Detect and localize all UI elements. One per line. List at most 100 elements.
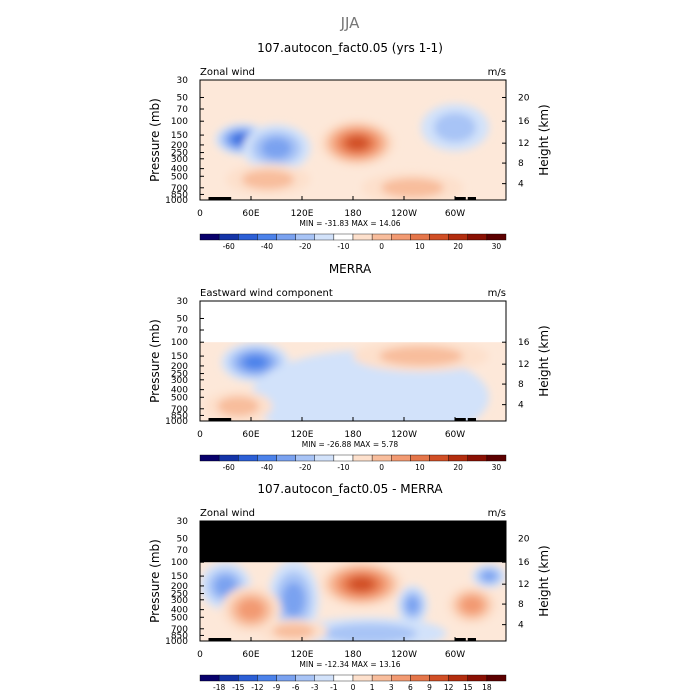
colorbar-swatch — [218, 454, 239, 462]
colorbar-swatch — [295, 233, 315, 241]
colorbar-swatch — [257, 674, 277, 682]
colorbar-swatch — [448, 233, 468, 241]
colorbar-swatch — [371, 454, 392, 462]
colorbar-swatch — [429, 674, 449, 682]
topography-mark — [467, 418, 476, 421]
colorbar: -60 -40 -20 -10 0 10 20 30 — [199, 233, 507, 251]
y-tick-label: 400 — [171, 606, 188, 616]
colorbar-label: -6 — [292, 683, 300, 692]
colorbar-label: -20 — [299, 463, 311, 472]
y-tick-label: 1000 — [165, 637, 188, 647]
colorbar-label: -60 — [223, 242, 235, 251]
y-tick-label: 300 — [171, 376, 188, 386]
colorbar-swatch — [429, 454, 449, 462]
colorbar-swatch — [295, 454, 315, 462]
colorbar-swatch — [218, 233, 239, 241]
x-tick-label: 0 — [197, 209, 203, 219]
y-axis-right: 16 12 8 4 — [502, 338, 530, 411]
panel-subtitle-right: m/s — [488, 288, 506, 299]
y-tick-label: 30 — [177, 297, 189, 307]
colorbar-swatch — [238, 233, 258, 241]
panel-subtitle-right: m/s — [488, 67, 506, 78]
y-tick-label: 500 — [171, 172, 188, 182]
colorbar-swatch — [314, 674, 335, 682]
topography-mark — [218, 197, 232, 200]
y-tick-label: 250 — [171, 590, 188, 600]
colorbar-swatch — [276, 233, 296, 241]
colorbar-swatch — [410, 233, 430, 241]
masked-region — [200, 301, 506, 343]
y-tick-label: 150 — [171, 131, 188, 141]
y-tick-label: 100 — [171, 117, 188, 127]
colorbar-label: 9 — [427, 683, 432, 692]
colorbar-label: 30 — [492, 463, 502, 472]
x-axis: 0 60E 120E 180 120W 60W — [197, 637, 465, 660]
y-tick-label: 300 — [171, 155, 188, 165]
colorbar-swatch — [486, 674, 507, 682]
panel-title: 107.autocon_fact0.05 - MERRA — [257, 482, 443, 496]
colorbar-swatch — [410, 454, 430, 462]
y2-tick-label: 16 — [518, 558, 530, 568]
colorbar-label: -60 — [223, 463, 235, 472]
y-tick-label: 700 — [171, 625, 188, 635]
panel-subtitle-right: m/s — [488, 508, 506, 519]
min-max-stats: MIN = -12.34 MAX = 13.16 — [299, 660, 400, 669]
y-tick-label: 200 — [171, 141, 188, 151]
colorbar-swatch — [448, 454, 468, 462]
colorbar-swatch — [218, 674, 239, 682]
y2-tick-label: 12 — [518, 580, 529, 590]
y-axis-label: Pressure (mb) — [148, 319, 162, 403]
y-tick-label: 1000 — [165, 196, 188, 206]
colorbar-swatch — [486, 233, 507, 241]
colorbar-label: 3 — [389, 683, 394, 692]
colorbar-label: -18 — [213, 683, 225, 692]
x-tick-label: 60W — [445, 430, 465, 440]
colorbar-label: 15 — [463, 683, 473, 692]
colorbar-swatch — [314, 233, 335, 241]
y-axis-label: Pressure (mb) — [148, 539, 162, 623]
y-tick-label: 700 — [171, 405, 188, 415]
panel-subtitle-left: Zonal wind — [200, 508, 255, 519]
x-tick-label: 60W — [445, 209, 465, 219]
y-tick-label: 70 — [177, 326, 189, 336]
x-tick-label: 120W — [391, 209, 417, 219]
contour-blob — [349, 577, 374, 591]
topography-mark — [467, 197, 476, 200]
x-tick-label: 0 — [197, 430, 203, 440]
colorbar-label: 30 — [492, 242, 502, 251]
colorbar-label: 0 — [351, 683, 356, 692]
y-tick-label: 250 — [171, 149, 188, 159]
colorbar-label: -10 — [337, 463, 349, 472]
colorbar-label: -12 — [251, 683, 263, 692]
topography-mark — [467, 638, 476, 641]
chart-panel: 107.autocon_fact0.05 - MERRA Zonal wind m/… — [148, 482, 551, 692]
y-tick-label: 850 — [171, 190, 188, 200]
y-tick-label: 200 — [171, 582, 188, 592]
y2-tick-label: 4 — [518, 401, 524, 411]
y-tick-label: 700 — [171, 184, 188, 194]
contour-blob — [237, 599, 265, 621]
colorbar-swatch — [333, 233, 354, 241]
colorbar-swatch — [333, 674, 354, 682]
contour-blob — [460, 596, 484, 614]
colorbar-label: -9 — [273, 683, 281, 692]
y-tick-label: 50 — [177, 93, 189, 103]
x-tick-label: 120E — [291, 430, 314, 440]
y-tick-label: 200 — [171, 362, 188, 372]
x-tick-label: 180 — [344, 430, 361, 440]
contour-blob — [272, 623, 315, 639]
panel-title: 107.autocon_fact0.05 (yrs 1-1) — [257, 41, 443, 55]
colorbar-swatch — [314, 454, 335, 462]
colorbar-label: -20 — [299, 242, 311, 251]
y2-tick-label: 8 — [518, 600, 524, 610]
y-tick-label: 70 — [177, 546, 189, 556]
colorbar-swatch — [333, 454, 354, 462]
y-tick-label: 70 — [177, 105, 189, 115]
y-tick-label: 150 — [171, 572, 188, 582]
x-tick-label: 180 — [344, 209, 361, 219]
colorbar-label: 10 — [415, 463, 425, 472]
x-tick-label: 60E — [242, 209, 259, 219]
colorbar-swatch — [199, 233, 220, 241]
